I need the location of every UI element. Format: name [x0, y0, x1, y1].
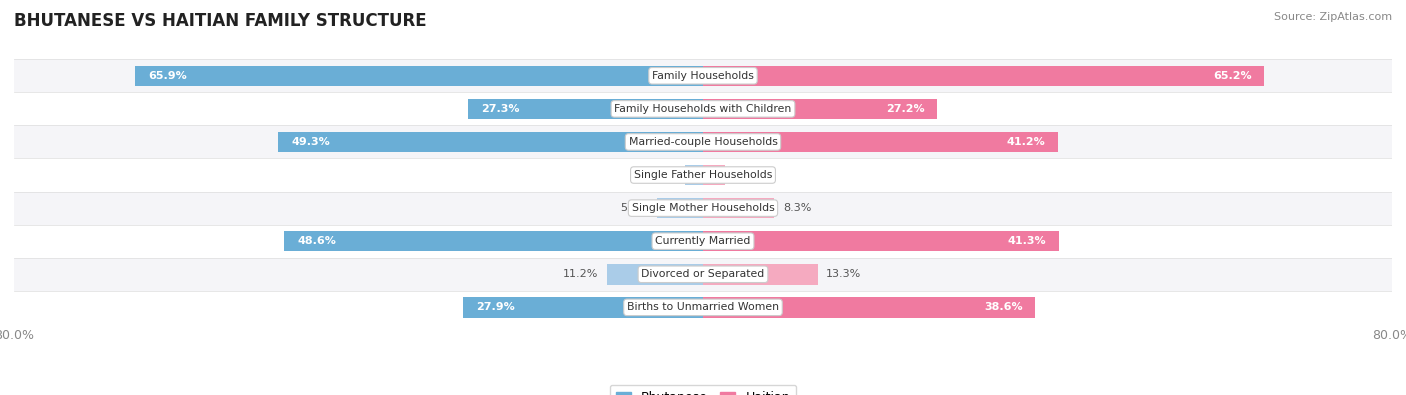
- Text: 65.2%: 65.2%: [1213, 71, 1251, 81]
- Bar: [14, 258, 1392, 291]
- Bar: [463, 297, 703, 318]
- Bar: [703, 198, 775, 218]
- Text: Divorced or Separated: Divorced or Separated: [641, 269, 765, 279]
- Bar: [14, 192, 1392, 225]
- Bar: [703, 66, 1264, 86]
- Text: Family Households with Children: Family Households with Children: [614, 104, 792, 114]
- Bar: [703, 264, 817, 284]
- Bar: [14, 125, 1392, 158]
- Bar: [468, 99, 703, 119]
- Text: 27.9%: 27.9%: [475, 302, 515, 312]
- Bar: [278, 132, 703, 152]
- Text: 2.6%: 2.6%: [734, 170, 762, 180]
- Bar: [14, 225, 1392, 258]
- Text: 27.3%: 27.3%: [481, 104, 519, 114]
- Text: Single Father Households: Single Father Households: [634, 170, 772, 180]
- Text: Currently Married: Currently Married: [655, 236, 751, 246]
- Bar: [658, 198, 703, 218]
- Bar: [14, 158, 1392, 192]
- Text: 49.3%: 49.3%: [291, 137, 330, 147]
- Bar: [606, 264, 703, 284]
- Text: 41.2%: 41.2%: [1007, 137, 1045, 147]
- Bar: [14, 59, 1392, 92]
- Text: 27.2%: 27.2%: [886, 104, 924, 114]
- Text: 38.6%: 38.6%: [984, 302, 1022, 312]
- Text: 2.1%: 2.1%: [648, 170, 676, 180]
- Bar: [284, 231, 703, 252]
- Legend: Bhutanese, Haitian: Bhutanese, Haitian: [610, 385, 796, 395]
- Bar: [703, 99, 938, 119]
- Text: Family Households: Family Households: [652, 71, 754, 81]
- Bar: [703, 165, 725, 185]
- Bar: [703, 297, 1035, 318]
- Bar: [135, 66, 703, 86]
- Text: Births to Unmarried Women: Births to Unmarried Women: [627, 302, 779, 312]
- Bar: [14, 92, 1392, 125]
- Bar: [685, 165, 703, 185]
- Text: BHUTANESE VS HAITIAN FAMILY STRUCTURE: BHUTANESE VS HAITIAN FAMILY STRUCTURE: [14, 12, 426, 30]
- Text: 11.2%: 11.2%: [562, 269, 598, 279]
- Bar: [703, 231, 1059, 252]
- Text: Married-couple Households: Married-couple Households: [628, 137, 778, 147]
- Bar: [703, 132, 1057, 152]
- Text: 48.6%: 48.6%: [298, 236, 336, 246]
- Text: 65.9%: 65.9%: [149, 71, 187, 81]
- Text: 41.3%: 41.3%: [1007, 236, 1046, 246]
- Text: Single Mother Households: Single Mother Households: [631, 203, 775, 213]
- Text: 5.3%: 5.3%: [620, 203, 648, 213]
- Bar: [14, 291, 1392, 324]
- Text: 8.3%: 8.3%: [783, 203, 811, 213]
- Text: Source: ZipAtlas.com: Source: ZipAtlas.com: [1274, 12, 1392, 22]
- Text: 13.3%: 13.3%: [827, 269, 862, 279]
